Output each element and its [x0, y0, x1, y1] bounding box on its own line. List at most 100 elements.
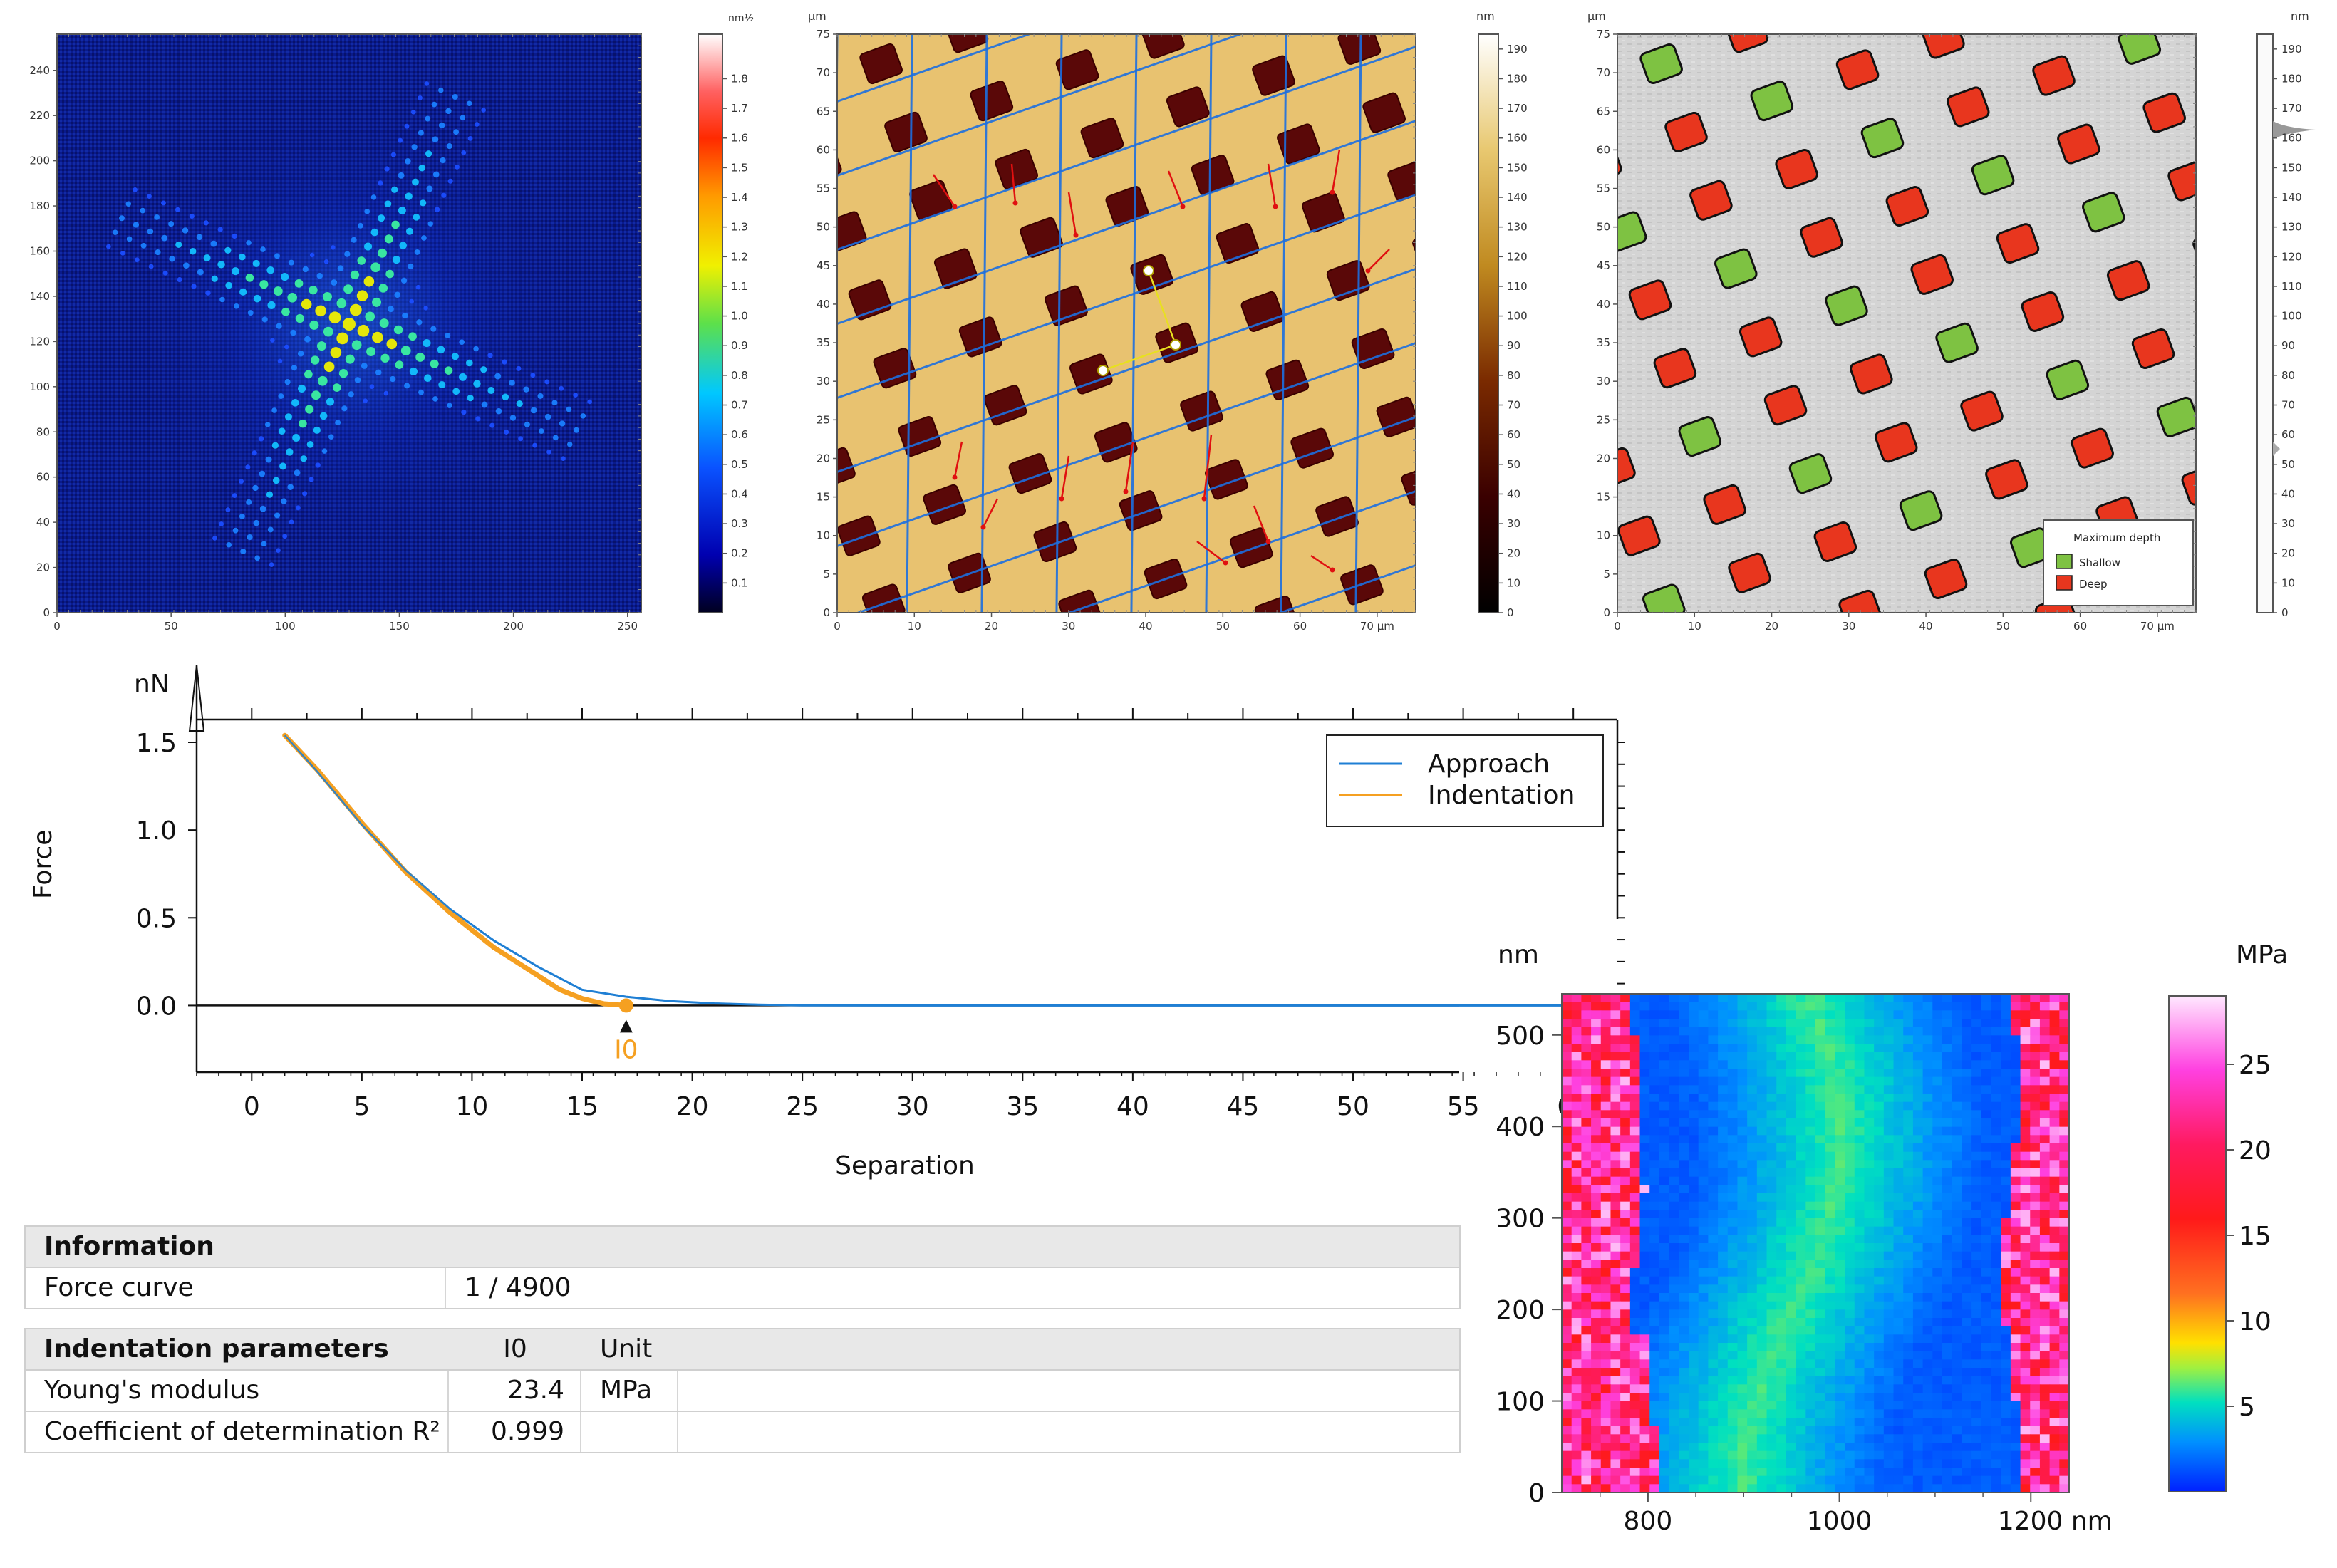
force-x-tick-label: 40 [1116, 1092, 1149, 1121]
force-legend: Approach Indentation [1326, 734, 1604, 827]
grain-colorbar-tick: 60 [2281, 428, 2295, 441]
grain_panel-y-tick: 45 [1597, 259, 1610, 272]
modulus-colorbar-unit: MPa [2236, 940, 2288, 970]
grain_panel-y-tick: 30 [1597, 375, 1610, 388]
grain-axis-unit: µm [1587, 9, 1606, 23]
row-value: 0.999 [449, 1412, 581, 1452]
i0-marker-pointer [619, 1019, 633, 1033]
grain-colorbar-tick: 10 [2281, 576, 2295, 589]
table-row-r2[interactable]: Coefficient of determination R² 0.999 [24, 1411, 1461, 1453]
height-colorbar [1478, 33, 1499, 613]
height_panel-y-tick: 40 [817, 298, 830, 311]
grain_panel-y-tick: 20 [1597, 452, 1610, 464]
grain-colorbar-unit: nm [2291, 9, 2309, 23]
force-x-tick-label: 10 [456, 1092, 489, 1121]
grain-colorbar-tick: 80 [2281, 369, 2295, 382]
fft-colorbar-tick: 1.7 [731, 102, 748, 115]
grain-colorbar-tick: 120 [2281, 250, 2302, 263]
force-x-tick-label: 50 [1337, 1092, 1369, 1121]
fft-colorbar-tick: 1.4 [731, 191, 748, 204]
height-colorbar-tick: 160 [1507, 132, 1528, 145]
heatmap-y-tick-label: 0 [1528, 1479, 1545, 1508]
grain-colorbar-tick: 50 [2281, 458, 2295, 471]
height-colorbar-unit: nm [1476, 9, 1495, 23]
fft-colorbar-tick: 0.8 [731, 369, 748, 382]
grain_panel-x-tick: 50 [1996, 620, 2010, 633]
fft_panel-x-tick: 250 [617, 620, 638, 633]
table-row-youngs-modulus[interactable]: Young's modulus 23.4 MPa [24, 1369, 1461, 1412]
height_panel-y-tick: 45 [817, 259, 830, 272]
row-label: Coefficient of determination R² [26, 1412, 449, 1452]
legend-swatch-deep [2056, 575, 2073, 591]
grain-colorbar-tick: 150 [2281, 161, 2302, 174]
fft-colorbar-tick: 0.3 [731, 517, 748, 530]
fft-colorbar-tick: 1.3 [731, 221, 748, 234]
height-colorbar-tick: 170 [1507, 102, 1528, 115]
height_panel-x-tick: 60 [1293, 620, 1307, 633]
fft_panel-x-tick: 50 [165, 620, 178, 633]
height_panel-x-tick: 30 [1062, 620, 1075, 633]
height-colorbar-tick: 150 [1507, 161, 1528, 174]
height_panel-y-tick: 60 [817, 143, 830, 156]
grain_panel-x-tick: 40 [1919, 620, 1933, 633]
grain-panel: µm 0 10 20 30 40 50 60 70 µm 0 5 10 15 20 25 30 35 40 45 5… [1587, 9, 2316, 633]
row-label: Young's modulus [26, 1371, 449, 1411]
height_panel-y-tick: 50 [817, 221, 830, 234]
force-x-tick-label: 45 [1227, 1092, 1260, 1121]
fft_panel-x-tick: 0 [53, 620, 61, 633]
grain_panel-y-tick: 25 [1597, 413, 1610, 426]
force-x-tick-label: 25 [786, 1092, 819, 1121]
fft_panel-y-tick: 140 [29, 290, 50, 303]
force-axis-label: Force [28, 830, 58, 899]
legend-label-shallow: Shallow [2079, 556, 2120, 569]
grain-colorbar-tick: 90 [2281, 339, 2295, 352]
grain-colorbar-tick: 190 [2281, 43, 2302, 56]
height_panel-y-tick: 70 [817, 66, 830, 79]
grain-colorbar-tick: 110 [2281, 280, 2302, 293]
force-y-tick-label: 0.0 [136, 992, 177, 1021]
heatmap-x-tick-label: 1000 [1807, 1507, 1872, 1536]
separation-axis-label: Separation [835, 1151, 975, 1180]
height_panel-y-tick: 10 [817, 529, 830, 542]
fft_panel-y-tick: 180 [29, 199, 50, 212]
height_panel-y-tick: 15 [817, 491, 830, 504]
height_panel-y-tick: 75 [817, 28, 830, 41]
force-x-tick-label: 30 [896, 1092, 929, 1121]
fft_panel-y-tick: 220 [29, 109, 50, 122]
fft_panel-y-tick: 120 [29, 335, 50, 348]
grain-colorbar-tick: 140 [2281, 191, 2302, 204]
fft-colorbar-tick: 0.1 [731, 576, 748, 589]
fft-colorbar-tick: 1.6 [731, 132, 748, 145]
force-x-tick-label: 5 [353, 1092, 370, 1121]
height-colorbar-tick: 90 [1507, 339, 1520, 352]
fft_panel-x-tick: 150 [389, 620, 410, 633]
height_panel-x-tick: 70 µm [1360, 620, 1394, 633]
height-colorbar-tick: 0 [1507, 606, 1514, 619]
row-unit: MPa [581, 1371, 678, 1411]
grain-histogram-bar [2256, 33, 2274, 613]
modulus-colorbar-tick: 25 [2239, 1051, 2271, 1080]
grain_panel-x-tick: 70 µm [2140, 620, 2175, 633]
table-section-indentation: Indentation parameters I0 Unit [24, 1328, 1461, 1371]
i0-marker-label: I0 [614, 1035, 638, 1064]
grain-colorbar-tick: 170 [2281, 102, 2302, 115]
fft-colorbar-tick: 0.4 [731, 487, 748, 500]
fft_panel-y-tick: 20 [36, 561, 50, 574]
table-row-force-curve[interactable]: Force curve 1 / 4900 [24, 1267, 1461, 1309]
force-x-tick-label: 0 [244, 1092, 260, 1121]
column-header-i0: I0 [503, 1334, 527, 1364]
height-colorbar-tick: 130 [1507, 221, 1528, 234]
i0-marker[interactable] [618, 998, 633, 1013]
grain_panel-y-tick: 65 [1597, 105, 1610, 118]
fft_panel-y-tick: 80 [36, 425, 50, 438]
grain-legend: Maximum depth Shallow Deep [2043, 519, 2194, 606]
force-y-tick-label: 1.5 [136, 729, 177, 758]
fft-panel: 0 50 100 150 200 250 0 20 40 60 80 100 120 140 160 180 2… [29, 13, 754, 633]
height_panel-x-tick: 0 [834, 620, 841, 633]
section-title: Information [44, 1232, 214, 1261]
height_panel-y-tick: 5 [823, 568, 830, 581]
fft_panel-x-tick: 200 [503, 620, 524, 633]
fft_panel-y-tick: 100 [29, 380, 50, 393]
fft-colorbar-tick: 0.6 [731, 428, 748, 441]
height-axis-unit: µm [808, 9, 826, 23]
